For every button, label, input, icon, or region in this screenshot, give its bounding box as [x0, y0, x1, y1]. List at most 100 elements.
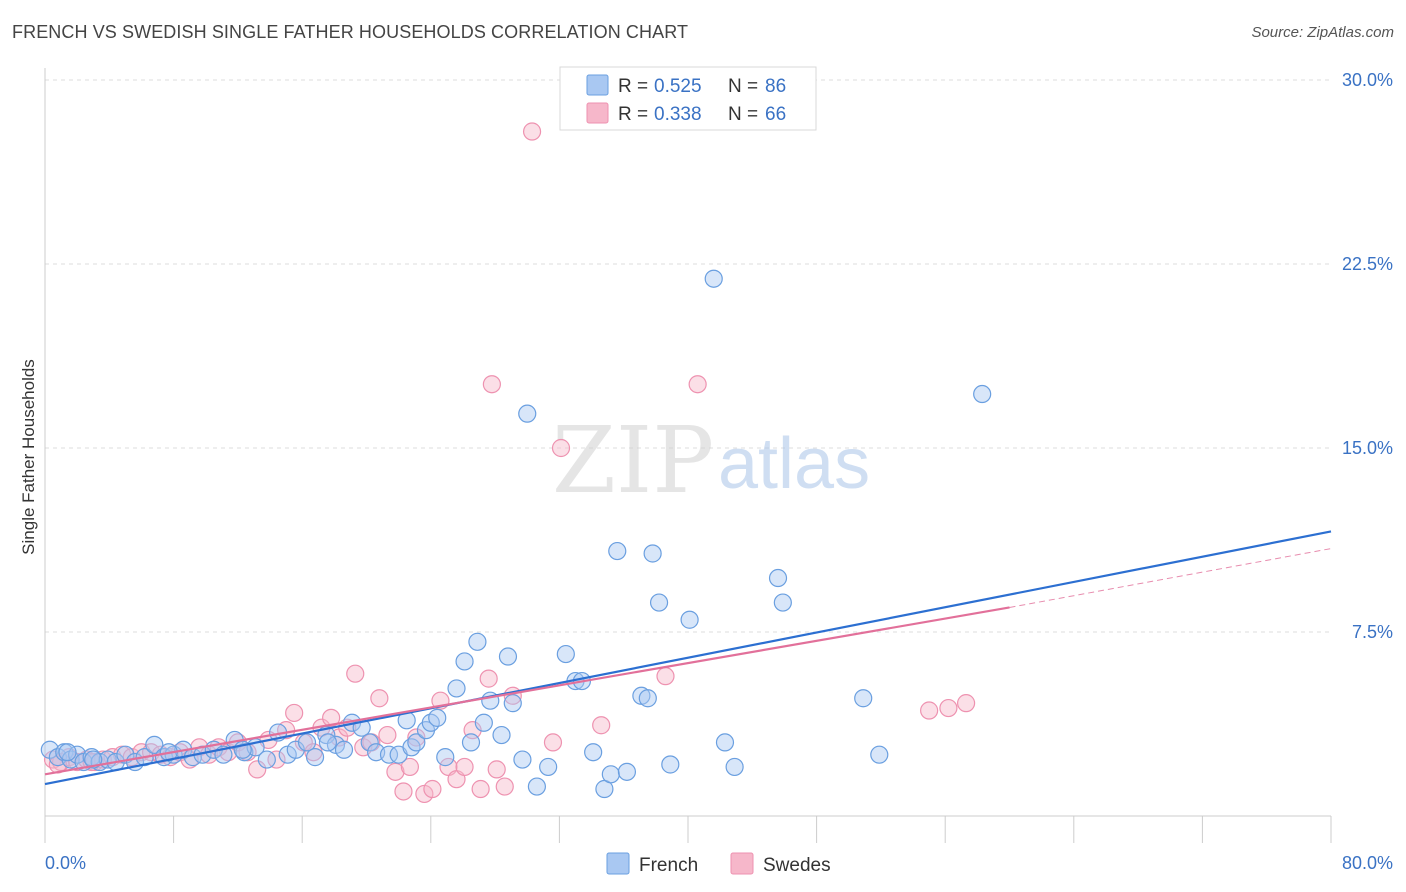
swedes-point-33	[346, 664, 365, 683]
french-point-49	[468, 632, 487, 651]
french-point-56	[518, 404, 537, 423]
swedes-point-56	[551, 438, 571, 458]
watermark-zip: ZIP	[552, 407, 714, 514]
swedes-point-59	[688, 375, 707, 394]
bottom-legend: French Swedes	[606, 852, 831, 876]
french-point-53	[498, 647, 518, 666]
gridlines	[45, 79, 1331, 633]
y-tick-label-3: 30.0%	[1342, 70, 1393, 90]
bottom-legend-swatch-swedes	[730, 852, 754, 875]
french-point-77	[773, 593, 792, 612]
legend-n-value-french: 86	[765, 76, 786, 97]
swedes-point-55	[543, 733, 563, 752]
french-point-46	[447, 679, 466, 698]
french-point-74	[715, 733, 735, 752]
source-label: Source: ZipAtlas.com	[1251, 24, 1394, 41]
x-tick-label-0: 0.0%	[45, 853, 86, 873]
swedes-point-50	[479, 669, 498, 688]
french-point-55	[513, 750, 532, 769]
y-tick-label-1: 15.0%	[1342, 438, 1393, 458]
bottom-legend-swatch-french	[606, 852, 630, 875]
bottom-legend-label-swedes: Swedes	[763, 855, 831, 876]
legend-r-label-french: R =	[618, 76, 648, 97]
french-point-50	[474, 713, 493, 732]
legend-r-label-swedes: R =	[618, 104, 648, 125]
y-tick-labels: 7.5% 15.0% 22.5% 30.0%	[1342, 70, 1393, 642]
french-point-68	[638, 689, 657, 708]
trend-lines	[44, 530, 1332, 786]
french-point-59	[556, 644, 575, 664]
data-points	[40, 122, 992, 804]
swedes-point-24	[267, 750, 286, 769]
french-point-58	[539, 757, 558, 777]
swedes-point-43	[423, 779, 442, 799]
french-point-81	[58, 743, 77, 762]
swedes-point-37	[378, 725, 397, 745]
french-point-72	[680, 610, 699, 629]
french-point-28	[297, 733, 317, 752]
bottom-legend-label-french: French	[639, 855, 698, 876]
series-french	[40, 269, 992, 799]
swedes-trend-extension	[1009, 548, 1332, 608]
x-tick-label-1: 80.0%	[1342, 853, 1393, 873]
swedes-point-57	[592, 716, 611, 735]
french-point-75	[725, 757, 744, 777]
swedes-point-26	[285, 703, 304, 723]
swedes-point-40	[400, 757, 420, 777]
chart-title: FRENCH VS SWEDISH SINGLE FATHER HOUSEHOL…	[12, 22, 689, 42]
french-point-45	[436, 748, 455, 767]
legend-n-label-swedes: N =	[728, 104, 758, 125]
french-point-35	[360, 733, 379, 752]
swedes-point-58	[656, 667, 675, 686]
french-point-82	[84, 750, 103, 769]
swedes-point-38	[386, 762, 405, 781]
french-point-70	[649, 593, 669, 612]
swedes-trend-line	[44, 606, 1010, 776]
french-point-27	[286, 740, 305, 759]
french-point-32	[334, 740, 354, 759]
y-axis-label: Single Father Households	[19, 359, 38, 555]
swedes-point-61	[920, 701, 939, 720]
swedes-point-36	[370, 689, 389, 708]
french-point-41	[407, 733, 426, 752]
french-point-85	[318, 733, 338, 752]
legend-n-value-swedes: 66	[765, 104, 786, 125]
legend-n-label-french: N =	[728, 76, 758, 97]
french-point-54	[503, 694, 522, 713]
french-point-69	[643, 544, 662, 563]
legend-r-value-french: 0.525	[654, 76, 702, 97]
y-tick-label-0: 7.5%	[1352, 622, 1393, 642]
swedes-point-60	[482, 375, 501, 394]
french-point-47	[455, 652, 474, 671]
swedes-point-22	[248, 760, 267, 779]
swedes-point-30	[322, 708, 341, 727]
french-point-66	[617, 762, 637, 781]
french-point-64	[601, 765, 620, 784]
french-point-57	[527, 777, 546, 796]
french-point-13	[145, 735, 164, 754]
legend: R = 0.525 N = 86 R = 0.338 N = 66	[559, 66, 817, 131]
swedes-point-52	[495, 777, 514, 796]
french-point-37	[379, 745, 399, 764]
french-point-80	[973, 384, 992, 404]
french-point-65	[608, 541, 627, 561]
french-point-76	[768, 568, 788, 588]
french-point-44	[428, 708, 447, 727]
french-point-24	[257, 750, 276, 769]
swedes-point-54	[522, 122, 542, 141]
french-trend-line	[44, 530, 1332, 786]
french-point-78	[854, 689, 873, 708]
french-point-79	[870, 745, 889, 764]
legend-swatch-swedes	[586, 102, 609, 124]
french-point-52	[492, 725, 511, 745]
swedes-point-41	[407, 728, 426, 747]
swedes-point-49	[471, 779, 490, 799]
french-point-71	[661, 755, 680, 774]
french-point-48	[461, 733, 481, 752]
legend-r-value-swedes: 0.338	[654, 104, 702, 125]
legend-swatch-french	[586, 74, 609, 96]
watermark-atlas: atlas	[718, 424, 870, 504]
swedes-point-62	[939, 698, 958, 718]
swedes-point-51	[487, 760, 506, 779]
